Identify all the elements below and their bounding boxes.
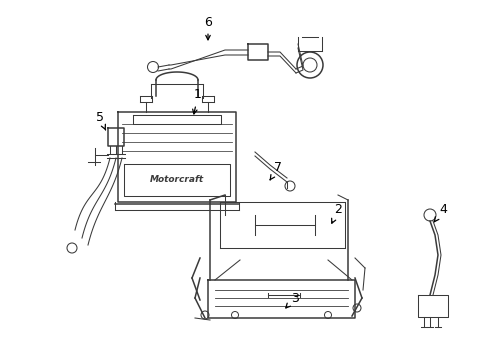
- Text: 3: 3: [285, 292, 298, 308]
- Text: Motorcraft: Motorcraft: [150, 175, 203, 184]
- Text: 4: 4: [433, 203, 446, 222]
- Text: 7: 7: [269, 162, 282, 180]
- Text: 5: 5: [96, 112, 105, 130]
- Circle shape: [231, 311, 238, 319]
- Text: 1: 1: [192, 89, 202, 114]
- Circle shape: [285, 181, 294, 191]
- Circle shape: [201, 311, 208, 319]
- Circle shape: [67, 243, 77, 253]
- Text: 2: 2: [331, 203, 341, 223]
- Circle shape: [324, 311, 331, 319]
- Circle shape: [352, 304, 360, 312]
- Circle shape: [147, 62, 158, 72]
- Circle shape: [303, 58, 316, 72]
- Circle shape: [296, 52, 323, 78]
- Circle shape: [423, 209, 435, 221]
- Text: 6: 6: [203, 15, 211, 40]
